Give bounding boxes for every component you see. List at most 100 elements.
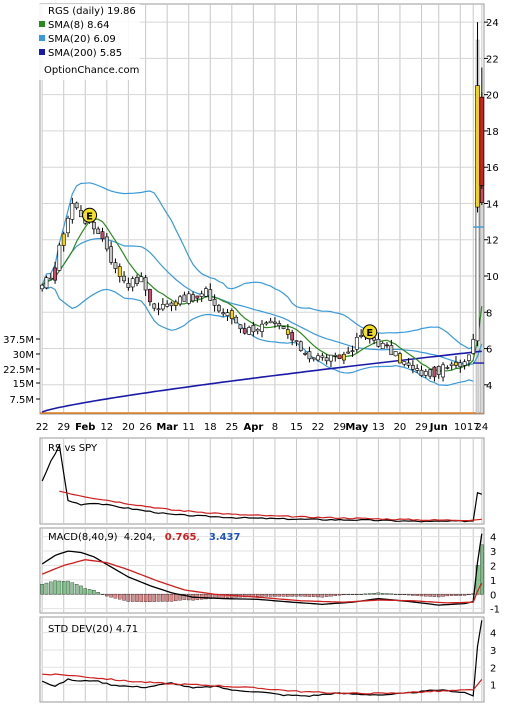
panel-frame (39, 437, 485, 525)
macd-histogram-bar (122, 594, 126, 601)
macd-histogram-bar (432, 594, 437, 597)
macd-histogram-bar (152, 594, 156, 602)
panel-frame (39, 616, 485, 703)
volume-tick-label: 22.5M (3, 365, 34, 376)
y-tick-label: 4 (490, 629, 496, 640)
x-tick-label: 20 (394, 422, 407, 433)
macd-histogram-bar (260, 594, 264, 597)
macd-histogram-bar (70, 582, 75, 595)
volume-tick-label: 30M (13, 350, 34, 361)
candle-body (126, 283, 131, 288)
legend-source: OptionChance.com (44, 65, 139, 76)
macd-value-hist: 3.437 (209, 532, 241, 543)
candle-body (216, 305, 221, 312)
candle-body (186, 293, 191, 304)
macd-histogram-bar (161, 594, 165, 602)
candle-body (165, 303, 170, 307)
y-tick-label: 18 (486, 127, 499, 138)
macd-histogram-bar (333, 594, 338, 596)
candle-body (212, 299, 217, 306)
y-tick-label: 16 (486, 163, 499, 174)
y-tick-label: 20 (486, 91, 499, 102)
macd-histogram-bar (109, 594, 113, 598)
legend-item-sma8: SMA(8) 8.64 (48, 20, 109, 31)
macd-histogram-bar (156, 594, 161, 602)
macd-histogram-bar (380, 593, 385, 595)
candle-body (346, 351, 351, 354)
candle-body (74, 202, 79, 209)
macd-histogram-bar (96, 592, 100, 595)
candle-body (410, 365, 415, 370)
volume-tick-label: 15M (13, 379, 34, 390)
legend-swatch-sma200 (39, 49, 45, 55)
candle-body (285, 329, 290, 335)
macd-histogram-bar (376, 592, 381, 595)
macd-histogram-bar (165, 594, 169, 602)
macd-histogram-bar (389, 593, 394, 595)
y-tick-label: 8 (486, 308, 492, 319)
macd-histogram-bar (79, 585, 83, 595)
legend-item-sma20: SMA(20) 6.09 (48, 34, 116, 45)
volume-y-axis: 7.5M 15M 22.5M 30M 37.5M (3, 335, 40, 406)
candle-body (406, 362, 411, 366)
y-tick-label: 14 (486, 199, 499, 210)
y-tick-label: 2 (490, 663, 496, 674)
y-tick-label: 3 (490, 646, 496, 657)
macd-histogram-bar (174, 594, 178, 602)
x-tick-label: 25 (225, 422, 238, 433)
x-tick-label: 20 (122, 422, 135, 433)
macd-histogram-bar (467, 594, 471, 596)
macd-histogram-bar (337, 594, 342, 596)
candle-body (79, 210, 83, 218)
macd-histogram-bar (294, 594, 299, 597)
candle-body (156, 308, 161, 311)
macd-histogram-bar (277, 594, 281, 597)
macd-histogram-bar (273, 594, 277, 597)
candle-body (104, 236, 109, 250)
sma20-line (41, 237, 483, 365)
y-tick-label: 3 (490, 547, 496, 558)
legend-swatch-sma8 (39, 21, 45, 27)
macd-histogram-bar (286, 594, 290, 597)
candle-body (48, 277, 53, 280)
candle-body (423, 371, 428, 376)
candle-body (320, 355, 325, 358)
candle-body (148, 289, 152, 303)
macd-histogram-bar (126, 594, 131, 602)
macd-histogram-bar (355, 594, 359, 596)
macd-histogram-bar (87, 589, 92, 595)
macd-histogram-bar (363, 593, 368, 595)
macd-histogram-bar (411, 594, 415, 596)
rs-line (41, 443, 483, 523)
candle-body (389, 345, 394, 356)
macd-histogram-bar (74, 584, 79, 595)
candle-body (475, 85, 480, 208)
std-dev-sma-line (42, 673, 483, 695)
candle-body (238, 324, 243, 330)
candle-body (117, 266, 122, 277)
macd-histogram-bar (113, 594, 118, 599)
stddev-marks (41, 620, 483, 698)
candle-body (221, 312, 226, 315)
candle-body (44, 277, 49, 289)
candle-body (445, 367, 450, 369)
macd-histogram-bar (49, 581, 53, 595)
candle-body (273, 321, 277, 324)
candle-body (402, 361, 407, 365)
macd-histogram-bar (402, 594, 407, 596)
rs-grid (39, 437, 485, 525)
candle-body (91, 221, 96, 230)
macd-histogram-bar (61, 581, 66, 595)
macd-label: MACD(8,40,9) (48, 532, 118, 543)
candle-body (40, 284, 45, 290)
candle-body (66, 217, 70, 234)
macd-marks (40, 533, 484, 606)
macd-histogram-bar (105, 594, 109, 597)
candle-body (277, 323, 282, 327)
x-tick-label: 26 (139, 422, 152, 433)
x-tick-label: 18 (204, 422, 217, 433)
lower-band-line (41, 284, 474, 387)
x-tick-label: Mar (156, 422, 178, 433)
candle-body (260, 323, 264, 332)
